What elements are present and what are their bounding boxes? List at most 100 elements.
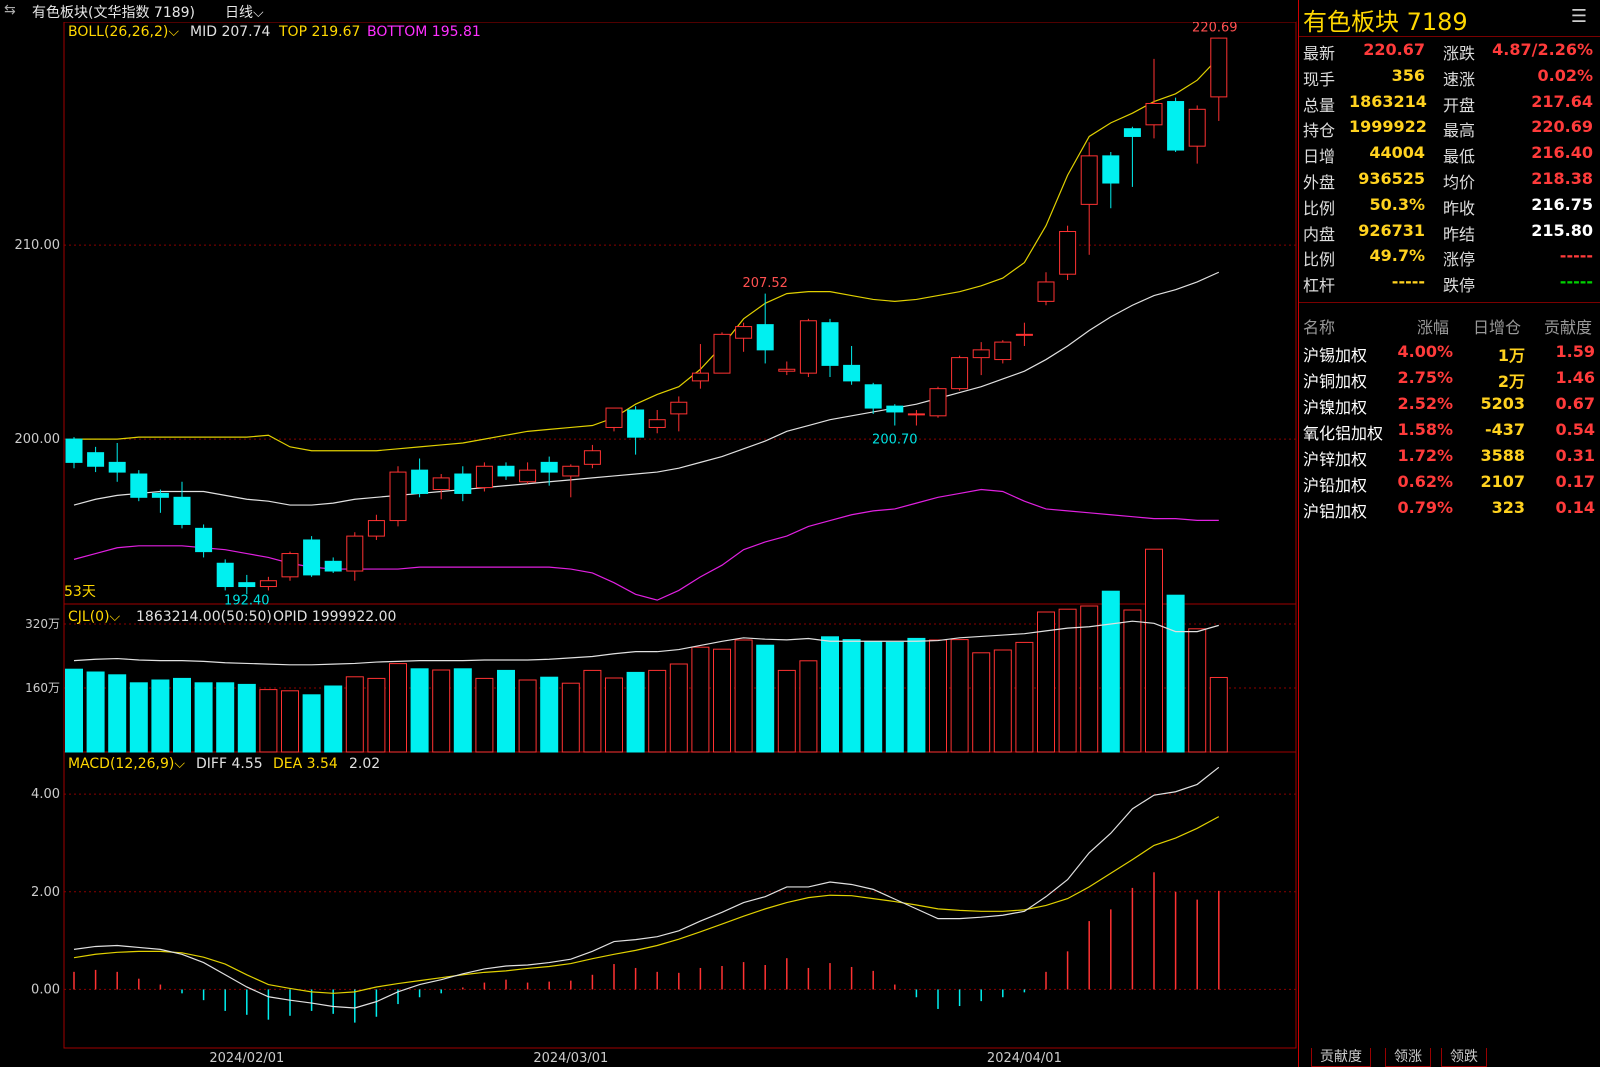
component-oi: 2万	[1497, 372, 1525, 391]
candle-body	[519, 469, 537, 483]
candle-body	[151, 492, 169, 498]
low-annotation: 192.40	[224, 594, 270, 609]
component-row[interactable]: 沪锡加权 4.00% 1万 1.59	[1299, 342, 1600, 366]
swap-icon[interactable]: ⇆	[4, 2, 16, 18]
candle-body	[994, 341, 1012, 361]
candle-body	[216, 562, 234, 588]
volume-bar	[1058, 608, 1077, 753]
quote-label: 总量	[1303, 95, 1336, 115]
component-contrib: 0.54	[1555, 420, 1595, 439]
quote-row: 持仓 1999922 最高 220.69	[1299, 117, 1600, 143]
component-name: 沪铝加权	[1303, 502, 1368, 521]
candle-body	[346, 535, 364, 572]
low2-annotation: 200.70	[872, 433, 918, 448]
header-oi[interactable]: 日增仓	[1473, 318, 1522, 337]
volume-bar	[1080, 605, 1099, 753]
candle-body	[799, 320, 817, 374]
candle-body	[1037, 281, 1055, 302]
volume-bar	[821, 636, 839, 753]
component-row[interactable]: 沪锌加权 1.72% 3588 0.31	[1299, 446, 1600, 470]
candle-body	[281, 553, 299, 578]
component-change: 1.58%	[1397, 420, 1453, 439]
quote-value: -----	[1559, 272, 1593, 292]
candle-body	[907, 413, 925, 416]
candle-body	[670, 401, 688, 415]
candle-body	[1059, 231, 1077, 275]
component-contrib: 0.67	[1555, 394, 1595, 413]
component-row[interactable]: 氧化铝加权 1.58% -437 0.54	[1299, 420, 1600, 444]
quote-value: 1863214	[1349, 91, 1427, 111]
volume-bar	[929, 639, 947, 753]
volume-bar	[389, 663, 407, 753]
volume-bar	[993, 649, 1012, 753]
component-row[interactable]: 沪镍加权 2.52% 5203 0.67	[1299, 394, 1600, 418]
quote-value: 217.64	[1531, 91, 1593, 111]
candle-body	[972, 349, 990, 359]
volume-bar	[453, 668, 472, 753]
candle-body	[778, 368, 796, 372]
quote-label: 跌停	[1443, 276, 1476, 296]
days-label: 53天	[64, 584, 96, 600]
candle-body	[627, 409, 645, 438]
volume-bar	[518, 679, 537, 753]
volume-bar	[669, 663, 688, 753]
volume-bar	[1145, 548, 1163, 753]
volume-bar	[475, 677, 494, 753]
candle-body	[303, 539, 321, 576]
volume-bar	[885, 641, 904, 753]
volume-bar	[777, 669, 796, 753]
quote-value: 49.7%	[1369, 246, 1425, 266]
volume-bar	[302, 694, 321, 753]
candle-body	[648, 419, 666, 428]
volume-bar	[108, 674, 127, 753]
candle-body	[259, 580, 277, 588]
volume-bar	[648, 669, 667, 753]
quote-value: 220.69	[1531, 117, 1593, 137]
tab-leading-up[interactable]: 领涨	[1385, 1048, 1431, 1067]
volume-bar	[367, 677, 386, 753]
boll-mid-line	[73, 271, 1220, 506]
volume-bar	[972, 652, 991, 753]
period-dropdown[interactable]: 日线⌵	[225, 5, 264, 21]
macd-tick-label: 2.00	[31, 885, 60, 900]
component-contrib: 0.17	[1555, 472, 1595, 491]
quote-row: 日增 44004 最低 216.40	[1299, 143, 1600, 169]
component-row[interactable]: 沪铅加权 0.62% 2107 0.17	[1299, 472, 1600, 496]
quote-value: -----	[1559, 246, 1593, 266]
volume-bar	[1101, 590, 1120, 753]
header-change[interactable]: 涨幅	[1417, 318, 1450, 337]
volume-bar	[432, 669, 451, 753]
component-row[interactable]: 沪铝加权 0.79% 323 0.14	[1299, 498, 1600, 522]
component-row[interactable]: 沪铜加权 2.75% 2万 1.46	[1299, 368, 1600, 392]
volume-bar	[626, 671, 645, 753]
quote-row: 杠杆 ----- 跌停 -----	[1299, 272, 1600, 298]
header-contrib[interactable]: 贡献度	[1544, 318, 1593, 337]
candle-body	[1188, 108, 1206, 147]
main-chart[interactable]: 210.00 200.00 320万 160万 4.00 2.00 0.00 2024/02/…	[0, 0, 1298, 1067]
candle-body	[1102, 155, 1120, 184]
quote-value: 44004	[1369, 143, 1425, 163]
macd-label: MACD(12,26,9)⌵	[68, 756, 185, 772]
quote-row: 总量 1863214 开盘 217.64	[1299, 92, 1600, 118]
quote-label: 最低	[1443, 147, 1476, 167]
title-bar: ⇆ 有色板块(文华指数 7189) 日线⌵	[0, 0, 1296, 22]
candle-body	[367, 520, 385, 537]
opid-text: OPID 1999922.00	[273, 609, 396, 625]
component-change: 0.62%	[1397, 472, 1453, 491]
list-menu-icon[interactable]: ☰	[1570, 6, 1587, 27]
component-oi: -437	[1484, 420, 1525, 439]
component-change: 1.72%	[1397, 446, 1453, 465]
candle-body	[173, 496, 191, 525]
header-name[interactable]: 名称	[1303, 318, 1336, 337]
volume-bar	[410, 668, 429, 753]
candle-body	[411, 469, 429, 494]
candle-body	[238, 582, 256, 588]
macd-panel-frame	[63, 751, 1297, 1049]
candle-body	[454, 473, 472, 494]
candle-body	[929, 388, 947, 417]
tab-leading-down[interactable]: 领跌	[1441, 1048, 1487, 1067]
instrument-name[interactable]: 有色板块(文华指数 7189)	[32, 5, 196, 21]
volume-bar	[583, 669, 602, 753]
component-contrib: 0.14	[1555, 498, 1595, 517]
tab-contribution[interactable]: 贡献度	[1311, 1048, 1371, 1067]
